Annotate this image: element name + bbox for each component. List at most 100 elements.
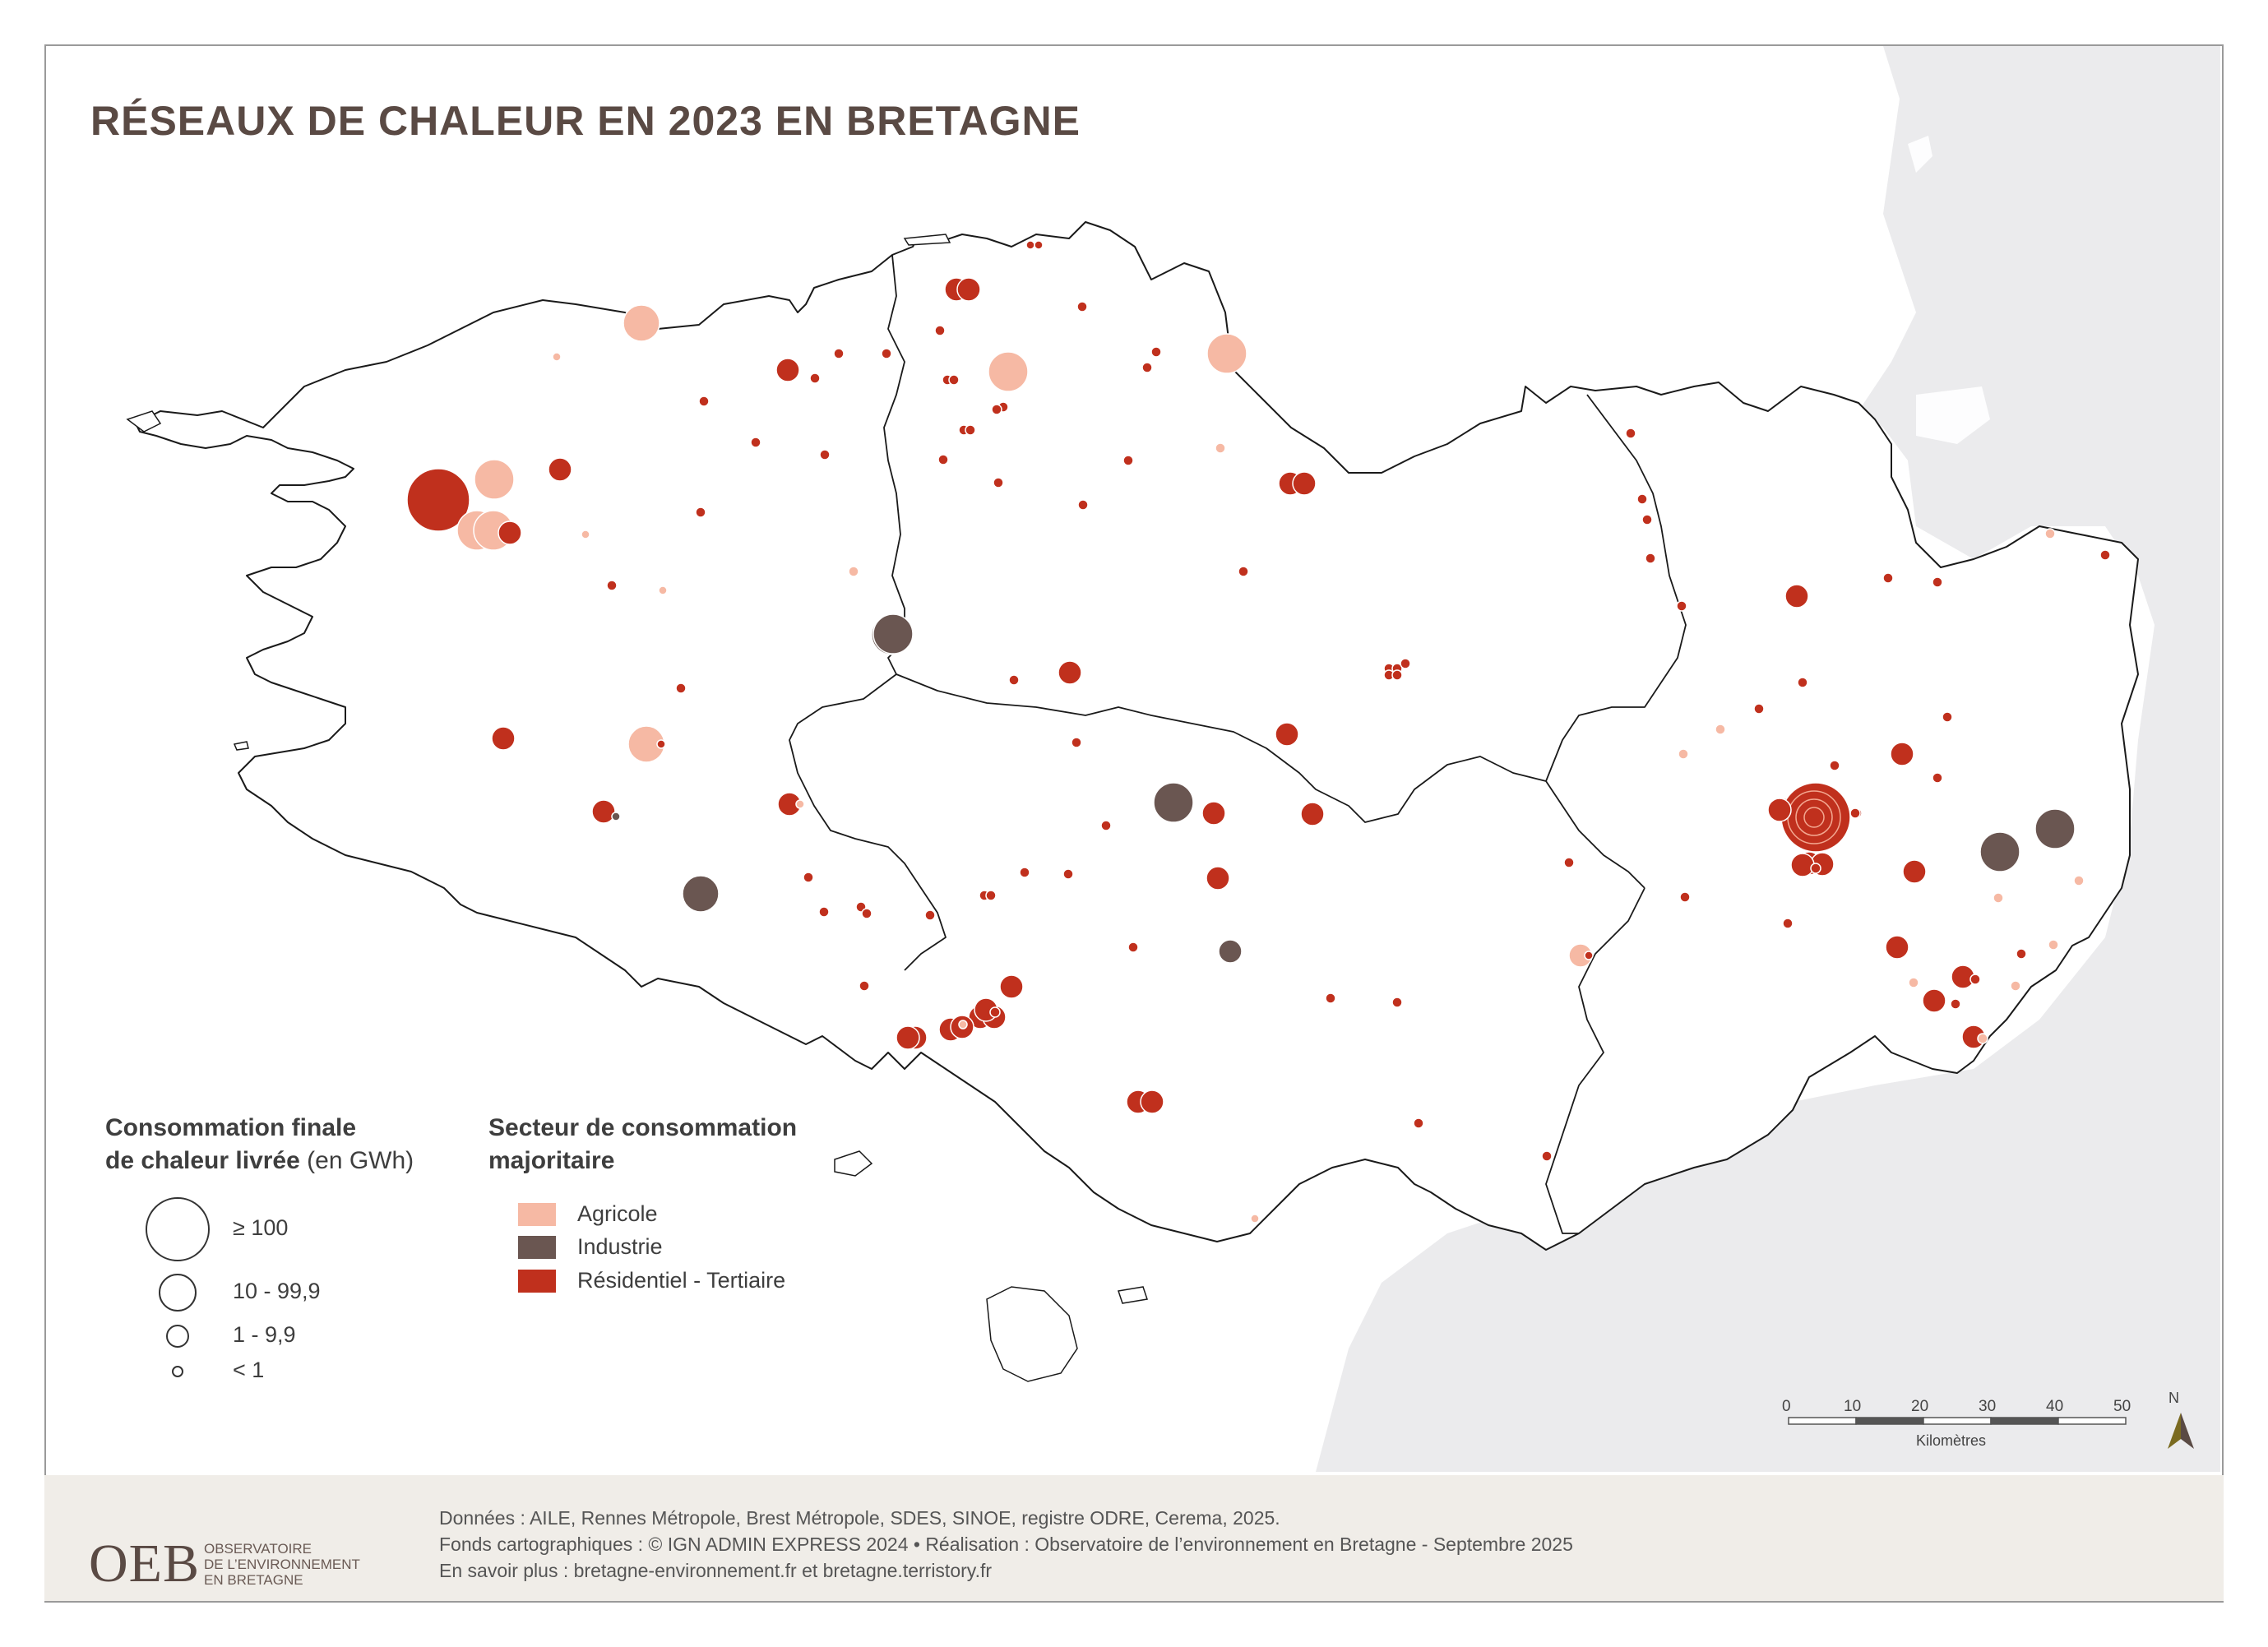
- heat-network-point-residentiel: [1025, 240, 1035, 250]
- sector-legend-title: Secteur de consommation majoritaire: [488, 1112, 797, 1177]
- size-legend-title: Consommation finale de chaleur livrée (e…: [105, 1112, 414, 1177]
- logo-line2: DE L’ENVIRONNEMENT: [204, 1557, 360, 1572]
- heat-network-point-residentiel: [1238, 566, 1249, 577]
- heat-network-point-residentiel: [1922, 988, 1946, 1013]
- heat-network-point-residentiel: [1829, 760, 1840, 771]
- heat-network-point-agricole: [1993, 892, 2004, 904]
- heat-network-point-residentiel: [656, 739, 666, 749]
- heat-network-point-residentiel: [818, 906, 830, 918]
- heat-network-point-agricole: [2044, 528, 2056, 539]
- scale-seg-5: [2057, 1417, 2127, 1425]
- normandy-landmass: [1316, 46, 2220, 1472]
- heat-network-point-industrie: [2034, 808, 2076, 849]
- logo-line1: OBSERVATOIRE: [204, 1541, 312, 1557]
- heat-network-point-residentiel: [591, 799, 616, 824]
- heat-network-point-residentiel: [1890, 742, 1914, 766]
- heat-network-point-residentiel: [675, 682, 687, 694]
- heat-network-point-residentiel: [1292, 471, 1317, 496]
- map-title: RÉSEAUX DE CHALEUR EN 2023 EN BRETAGNE: [90, 98, 1081, 144]
- heat-network-point-residentiel: [695, 507, 706, 518]
- size-legend-label-10: 10 - 99,9: [233, 1279, 321, 1303]
- scale-tick-40: 40: [2046, 1398, 2064, 1415]
- sector-legend-title-line1: Secteur de consommation: [488, 1114, 798, 1141]
- heat-network-point-agricole: [552, 352, 562, 362]
- heat-network-point-residentiel: [1849, 807, 1861, 819]
- heat-network-point-residentiel: [1071, 737, 1082, 748]
- heat-network-point-residentiel: [1645, 553, 1656, 564]
- heat-network-point-residentiel: [1141, 362, 1153, 373]
- scale-tick-20: 20: [1911, 1398, 1929, 1415]
- credits: Données : AILE, Rennes Métropole, Brest …: [439, 1505, 1573, 1584]
- heat-network-point-residentiel: [491, 726, 516, 751]
- heat-network-point-residentiel: [1942, 711, 1953, 723]
- heat-network-point-residentiel: [1679, 891, 1691, 903]
- heat-network-point-residentiel: [1019, 867, 1030, 878]
- heat-network-point-agricole: [658, 585, 668, 595]
- sector-legend-title-line2: majoritaire: [488, 1147, 615, 1174]
- island-sein: [233, 741, 249, 751]
- heat-network-point-residentiel: [1400, 658, 1411, 669]
- heat-network-point-residentiel: [1641, 514, 1653, 525]
- size-legend-label-100: ≥ 100: [233, 1215, 289, 1240]
- heat-network-point-residentiel: [1969, 974, 1981, 985]
- heat-network-point-residentiel: [1790, 853, 1815, 877]
- heat-network-point-agricole: [623, 304, 660, 342]
- heat-network-point-residentiel: [1206, 866, 1230, 891]
- heat-network-point-industrie: [1153, 782, 1194, 823]
- scale-tick-30: 30: [1979, 1398, 1997, 1415]
- heat-network-point-residentiel: [1767, 798, 1792, 822]
- heat-network-point-residentiel: [1676, 600, 1687, 612]
- scale-seg-2: [1855, 1417, 1924, 1425]
- island-batz: [903, 234, 951, 246]
- size-legend-circles: [146, 1197, 210, 1377]
- scale-tick-50: 50: [2113, 1398, 2131, 1415]
- swatch-industrie: [518, 1236, 556, 1259]
- scale-tick-0: 0: [1782, 1398, 1791, 1415]
- heat-network-point-residentiel: [548, 457, 572, 482]
- sector-label-residentiel: Résidentiel - Tertiaire: [577, 1268, 786, 1293]
- heat-network-point-residentiel: [606, 580, 618, 591]
- scale-bar: [1788, 1417, 2127, 1425]
- heat-network-point-residentiel: [809, 372, 821, 384]
- boundary-morbihan-ille-vilaine: [1545, 887, 1645, 1234]
- heat-network-point-residentiel: [1034, 240, 1044, 250]
- heat-network-point-residentiel: [1077, 499, 1089, 511]
- island-groix: [834, 1150, 873, 1177]
- island-houat: [1118, 1286, 1148, 1304]
- heat-network-point-residentiel: [937, 454, 949, 465]
- credits-line-links: En savoir plus : bretagne-environnement.…: [439, 1560, 993, 1581]
- boundary-cotes-armor-morbihan: [896, 673, 1645, 889]
- heat-network-point-residentiel: [993, 477, 1004, 488]
- swatch-residentiel: [518, 1270, 556, 1293]
- heat-network-point-residentiel: [1150, 346, 1162, 358]
- heat-network-point-residentiel: [1100, 820, 1112, 831]
- heat-network-point-residentiel: [1950, 998, 1961, 1010]
- heat-network-point-residentiel: [1541, 1150, 1553, 1162]
- boundary-cotes-armor-ille-vilaine: [1545, 394, 1687, 782]
- heat-network-point-residentiel: [999, 974, 1024, 999]
- heat-network-point-residentiel: [1140, 1090, 1164, 1114]
- island-ouessant: [126, 410, 162, 433]
- heat-network-point-residentiel: [1062, 868, 1074, 880]
- heat-network-point-agricole: [848, 566, 859, 577]
- heat-network-point-residentiel: [1201, 801, 1226, 826]
- swatch-agricole: [518, 1203, 556, 1226]
- heat-network-point-residentiel: [1625, 428, 1636, 439]
- scale-tick-10: 10: [1844, 1398, 1862, 1415]
- heat-network-point-residentiel: [1810, 863, 1821, 874]
- heat-network-point-agricole: [1908, 977, 1919, 988]
- heat-network-point-residentiel: [1391, 669, 1403, 681]
- heat-network-point-residentiel: [2016, 948, 2027, 960]
- heat-network-point-agricole: [474, 459, 515, 500]
- heat-network-point-residentiel: [934, 325, 946, 336]
- heat-network-point-residentiel: [2099, 549, 2111, 561]
- heat-network-point-residentiel: [924, 909, 936, 921]
- heat-network-point-agricole: [1215, 442, 1226, 454]
- heat-network-point-industrie: [872, 613, 914, 655]
- scale-unit: Kilomètres: [1916, 1432, 1987, 1449]
- heat-network-point-agricole: [2010, 980, 2021, 992]
- north-arrow-icon: [2168, 1413, 2194, 1449]
- heat-network-points: [406, 240, 2111, 1224]
- heat-network-point-residentiel: [1122, 455, 1134, 466]
